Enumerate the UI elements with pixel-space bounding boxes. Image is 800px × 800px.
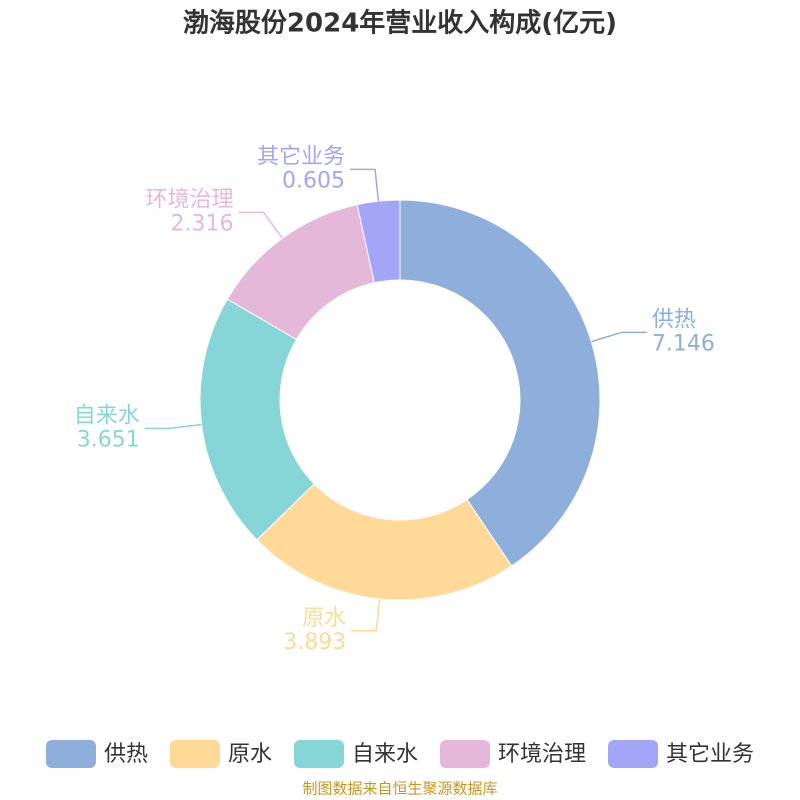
- legend-label: 供热: [104, 742, 148, 767]
- leader-line: [351, 598, 381, 632]
- leader-line: [350, 168, 380, 202]
- slice-label: 环境治理: [145, 187, 233, 212]
- leader-line: [144, 423, 202, 430]
- leader-line: [238, 211, 283, 239]
- chart-title: 渤海股份2024年营业收入构成(亿元): [183, 8, 617, 39]
- legend-label: 自来水: [352, 742, 418, 767]
- slice-value: 7.146: [652, 331, 715, 356]
- legend-label: 环境治理: [498, 742, 586, 767]
- slice-label: 原水: [302, 606, 346, 631]
- donut-slice: [199, 298, 315, 541]
- legend-swatch: [440, 740, 491, 768]
- slice-value: 3.651: [77, 427, 140, 452]
- legend-swatch: [169, 740, 220, 768]
- legend-swatch: [293, 740, 344, 768]
- source-note: 制图数据来自恒生聚源数据库: [302, 780, 497, 798]
- slice-label: 自来水: [74, 403, 140, 428]
- slice-label: 其它业务: [257, 144, 345, 169]
- donut-slice: [356, 199, 401, 284]
- slice-value: 2.316: [171, 211, 234, 236]
- slice-value: 0.605: [282, 168, 345, 193]
- legend-swatch: [45, 740, 96, 768]
- legend: 供热 原水 自来水 环境治理 其它业务: [45, 740, 754, 768]
- legend-label: 原水: [228, 742, 272, 767]
- donut-slice: [399, 199, 601, 567]
- legend-label: 其它业务: [666, 742, 754, 767]
- legend-swatch: [608, 740, 659, 768]
- slice-label: 供热: [652, 307, 696, 332]
- donut-slice: [256, 483, 513, 601]
- slice-value: 3.893: [283, 630, 346, 655]
- leader-line: [591, 331, 647, 343]
